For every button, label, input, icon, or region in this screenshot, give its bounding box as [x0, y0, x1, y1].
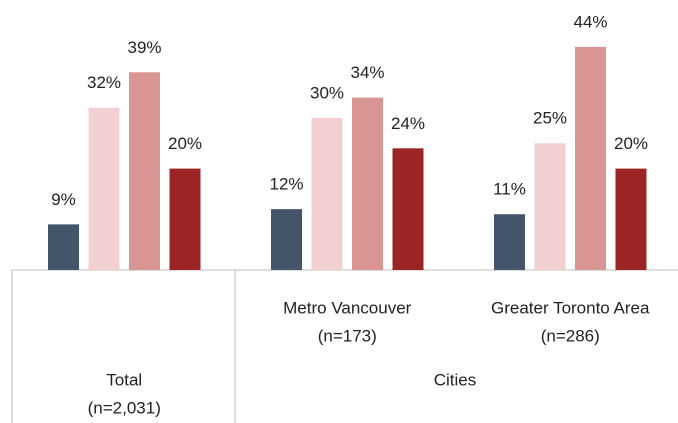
value-label: 30%	[310, 83, 344, 102]
value-label: 9%	[51, 190, 76, 209]
bar	[615, 168, 647, 270]
bar	[48, 224, 79, 270]
bar	[575, 46, 606, 270]
value-label: 44%	[573, 12, 607, 31]
value-label: 34%	[350, 63, 384, 82]
bar	[392, 148, 424, 270]
value-label: 25%	[533, 109, 567, 128]
bar	[88, 107, 120, 270]
bar	[311, 117, 343, 271]
category-note: (n=2,031)	[88, 398, 161, 417]
bar	[352, 97, 383, 271]
bar	[494, 214, 525, 270]
value-label: 20%	[614, 134, 648, 153]
value-label: 39%	[127, 38, 161, 57]
category-note: (n=286)	[541, 326, 600, 345]
value-label: 20%	[168, 134, 202, 153]
bar	[169, 168, 201, 270]
value-label: 11%	[493, 180, 526, 199]
bar	[271, 209, 302, 270]
bar	[534, 143, 566, 270]
value-label: 24%	[391, 114, 425, 133]
category-note: (n=173)	[318, 326, 377, 345]
group-label: Cities	[434, 370, 477, 389]
category-label: Metro Vancouver	[283, 298, 412, 317]
bar	[129, 72, 160, 271]
category-label: Total	[106, 370, 142, 389]
category-label: Greater Toronto Area	[491, 298, 650, 317]
value-label: 32%	[87, 73, 121, 92]
value-label: 12%	[269, 175, 303, 194]
